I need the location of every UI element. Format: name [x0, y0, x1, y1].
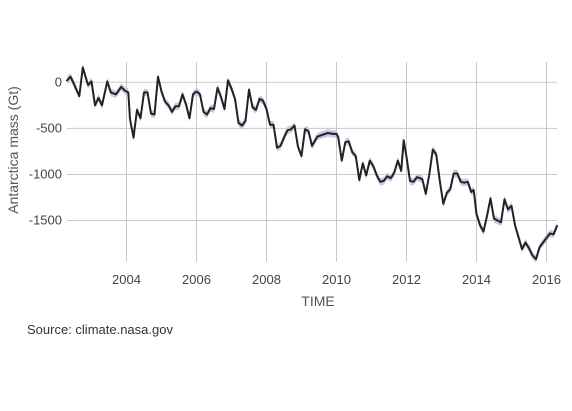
y-axis-title: Antarctica mass (Gt)	[5, 86, 21, 214]
x-tick-label: 2016	[532, 272, 561, 287]
x-tick-label: 2014	[462, 272, 491, 287]
y-tick-label: 0	[55, 74, 62, 89]
x-tick-label: 2012	[392, 272, 421, 287]
x-tick-label: 2004	[112, 272, 141, 287]
series-line	[66, 66, 558, 261]
uncertainty-band	[67, 63, 557, 263]
source-note: Source: climate.nasa.gov	[27, 322, 173, 337]
tick-labels: 2004 2006 2008 2010 2012 2014 2016 0 -500 -1000 -1…	[29, 74, 561, 287]
x-tick-label: 2008	[252, 272, 281, 287]
y-tick-label: -1000	[29, 166, 62, 181]
x-tick-label: 2006	[182, 272, 211, 287]
x-tick-label: 2010	[322, 272, 351, 287]
x-axis-title: TIME	[301, 293, 334, 309]
y-tick-label: -1500	[29, 213, 62, 228]
y-tick-label: -500	[36, 120, 62, 135]
